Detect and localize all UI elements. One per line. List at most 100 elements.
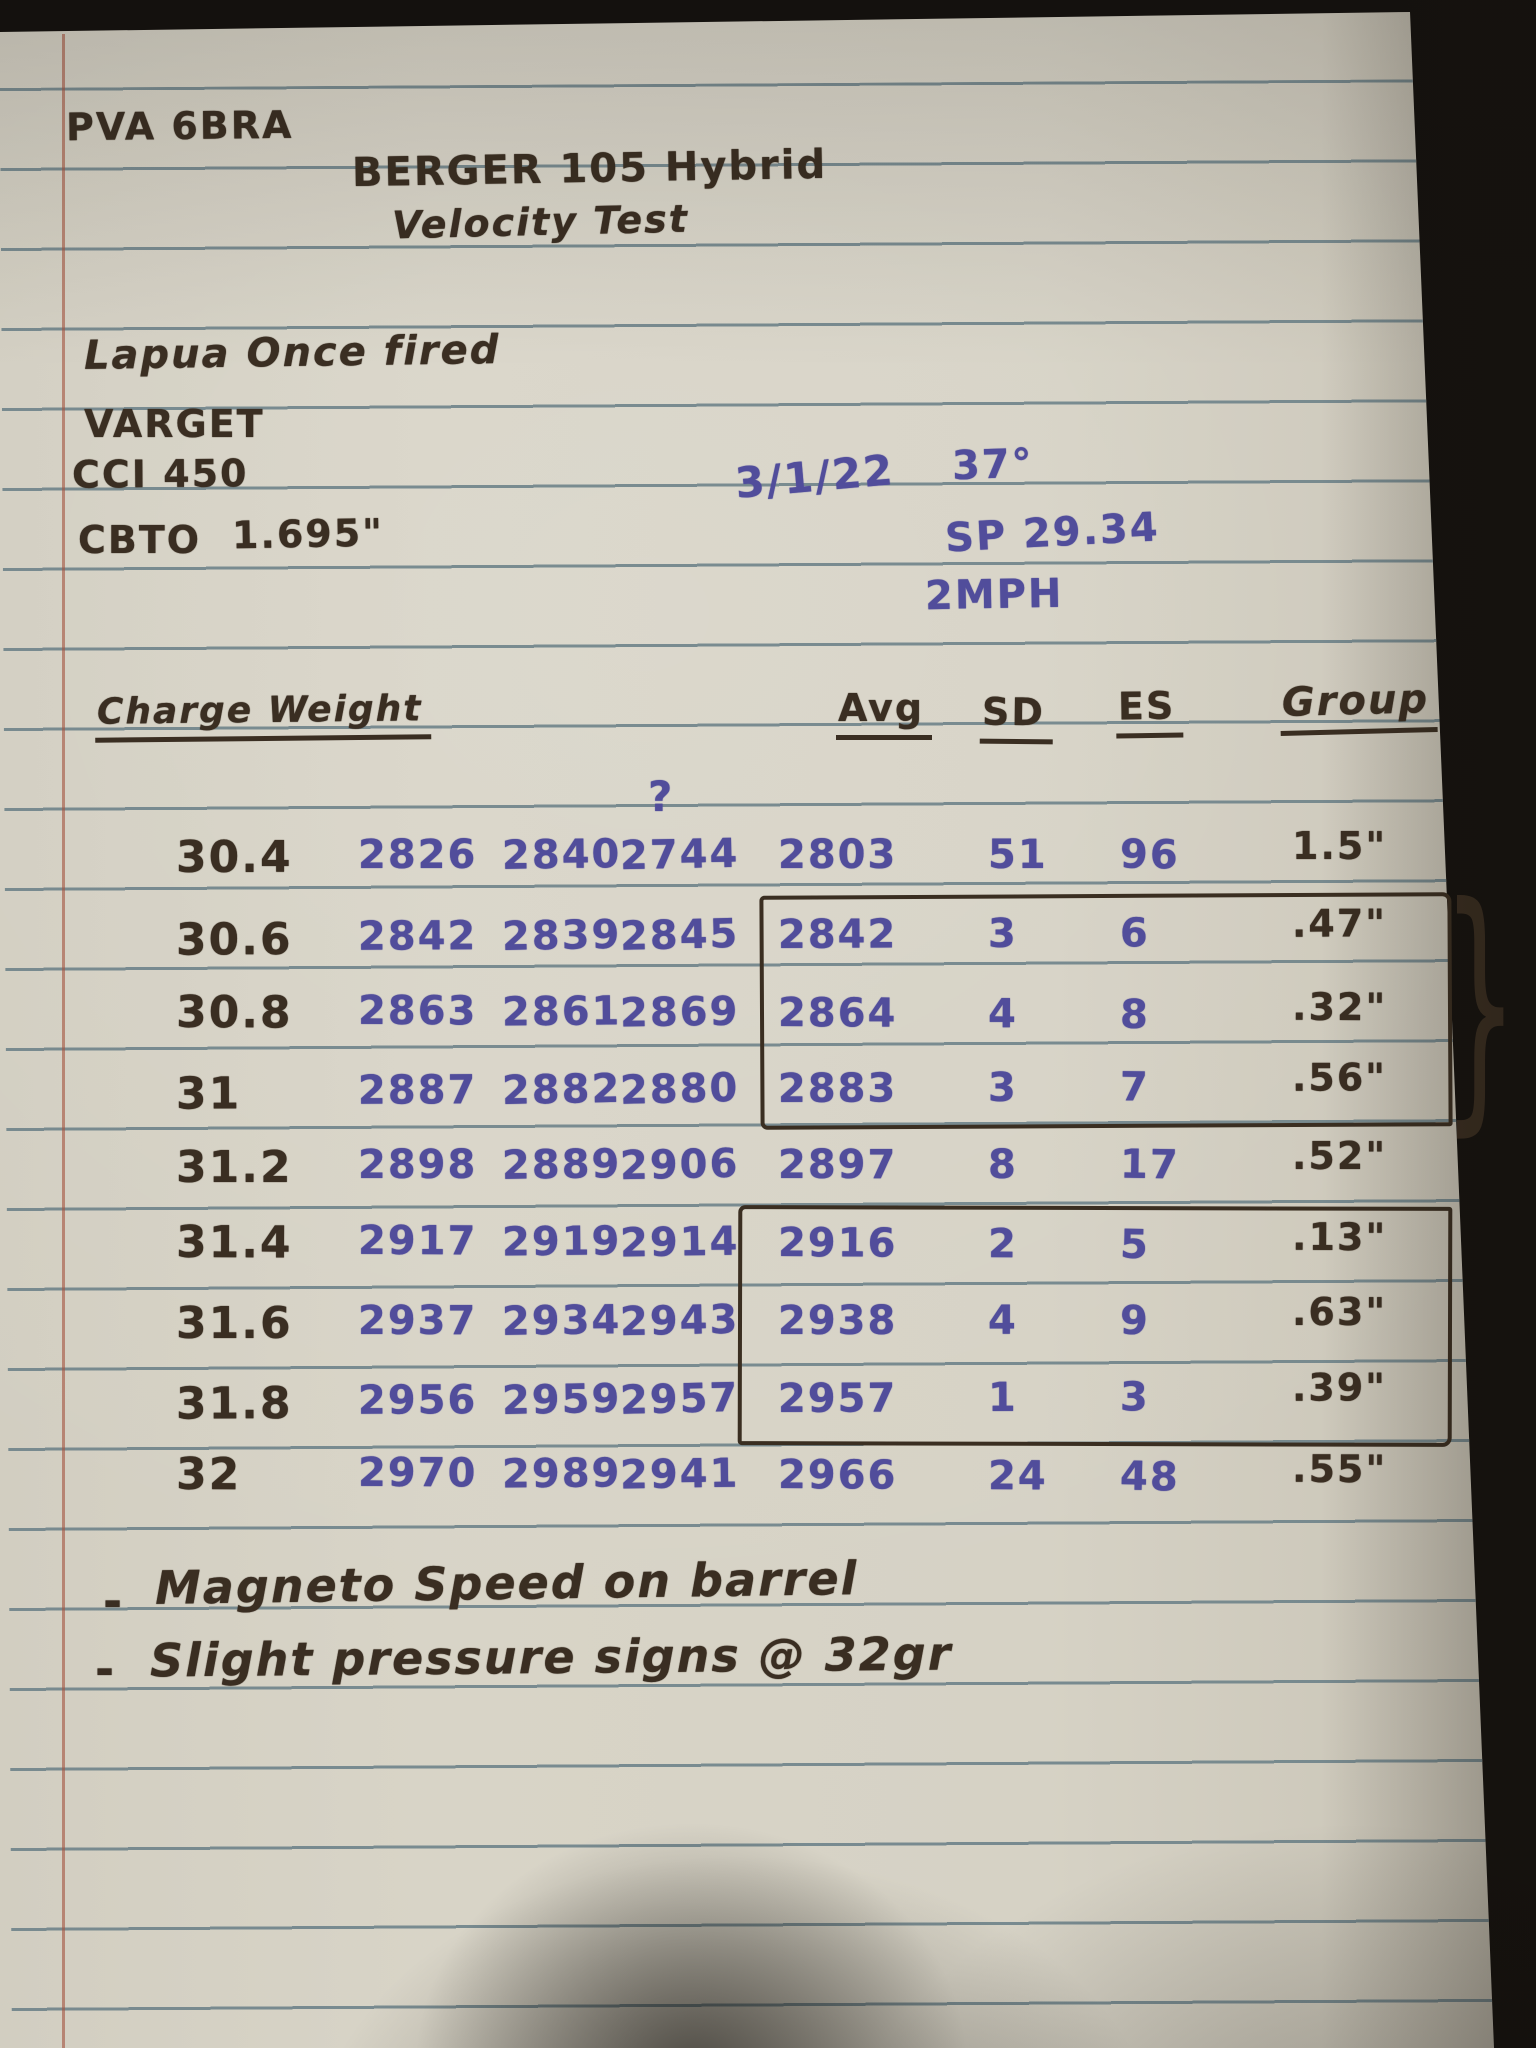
velocity-shot-2: 2989 bbox=[501, 1450, 622, 1498]
note-pressure: Slight pressure signs @ 32gr bbox=[149, 1626, 953, 1688]
average-velocity: 2966 bbox=[777, 1452, 898, 1499]
velocity-shot-1: 2917 bbox=[357, 1217, 478, 1265]
column-header-group: Group bbox=[1279, 675, 1438, 737]
group-size: .52" bbox=[1292, 1134, 1388, 1178]
group-size: 1.5" bbox=[1292, 824, 1388, 868]
standard-deviation: 8 bbox=[988, 1142, 1018, 1188]
table-row: 31.6 2937 2934 2943 2938 4 9 .63" bbox=[0, 1290, 1536, 1360]
velocity-shot-3: 2869 bbox=[619, 988, 740, 1037]
cbto-value: 1.695" bbox=[231, 510, 385, 558]
average-velocity: 2883 bbox=[777, 1065, 898, 1112]
table-row: 31 2887 2882 2880 2883 3 7 .56" bbox=[0, 1055, 1536, 1132]
charge-weight: 31.6 bbox=[176, 1298, 293, 1349]
extreme-spread: 8 bbox=[1119, 991, 1151, 1039]
extreme-spread: 48 bbox=[1119, 1453, 1181, 1501]
charge-weight: 31.8 bbox=[175, 1378, 293, 1430]
extreme-spread: 7 bbox=[1119, 1064, 1151, 1111]
velocity-shot-3: 2845 bbox=[619, 910, 740, 960]
note-magnetospeed: Magneto Speed on barrel bbox=[154, 1551, 859, 1615]
standard-deviation: 1 bbox=[987, 1374, 1018, 1422]
table-row: 31.2 2898 2889 2906 2897 8 17 .52" bbox=[0, 1134, 1536, 1204]
page-subtitle: Velocity Test bbox=[391, 196, 690, 248]
group-size: .63" bbox=[1292, 1290, 1388, 1334]
charge-weight: 30.6 bbox=[175, 914, 293, 966]
average-velocity: 2842 bbox=[777, 911, 898, 958]
column-header-avg: Avg bbox=[836, 686, 933, 740]
standard-deviation: 51 bbox=[988, 832, 1048, 878]
velocity-shot-2: 2861 bbox=[501, 988, 622, 1036]
extreme-spread: 9 bbox=[1119, 1297, 1151, 1345]
charge-weight: 31 bbox=[175, 1068, 242, 1120]
velocity-shot-1: 2956 bbox=[357, 1377, 478, 1424]
velocity-shot-1: 2898 bbox=[358, 1142, 478, 1188]
group-size: .39" bbox=[1291, 1365, 1388, 1410]
velocity-shot-1: 2937 bbox=[358, 1298, 478, 1344]
wind-speed: 2MPH bbox=[924, 570, 1064, 620]
velocity-shot-3: 2941 bbox=[619, 1450, 740, 1499]
test-date: 3/1/22 bbox=[733, 445, 897, 508]
note-bullet: - bbox=[103, 1574, 125, 1628]
standard-deviation: 4 bbox=[988, 1298, 1018, 1344]
velocity-shot-1: 2826 bbox=[358, 832, 478, 878]
velocity-shot-3: 2744 bbox=[619, 830, 740, 880]
column-header-sd: SD bbox=[979, 689, 1054, 745]
rifle-name: PVA 6BRA bbox=[65, 102, 294, 150]
standard-deviation: 2 bbox=[987, 1221, 1019, 1268]
velocity-shot-3: 2943 bbox=[619, 1296, 740, 1346]
group-size: .55" bbox=[1291, 1446, 1388, 1492]
brass-info: Lapua Once fired bbox=[83, 327, 501, 379]
cbto-label: CBTO bbox=[78, 518, 202, 562]
extreme-spread: 17 bbox=[1119, 1141, 1181, 1189]
charge-weight: 31.2 bbox=[176, 1142, 293, 1193]
velocity-shot-1: 2970 bbox=[357, 1449, 478, 1497]
group-size: .47" bbox=[1291, 901, 1388, 946]
uncertain-shot-mark: ? bbox=[648, 772, 675, 821]
average-velocity: 2864 bbox=[777, 990, 898, 1037]
table-row: 30.4 2826 2840 2744 2803 51 96 1.5" bbox=[0, 824, 1536, 894]
average-velocity: 2916 bbox=[777, 1220, 898, 1267]
note-bullet: - bbox=[95, 1642, 117, 1696]
velocity-shot-2: 2934 bbox=[501, 1297, 622, 1345]
velocity-shot-3: 2914 bbox=[619, 1218, 740, 1267]
table-row: 32 2970 2989 2941 2966 24 48 .55" bbox=[0, 1446, 1536, 1518]
velocity-shot-3: 2906 bbox=[619, 1140, 740, 1190]
standard-deviation: 3 bbox=[987, 1064, 1018, 1112]
table-row: 31.4 2917 2919 2914 2916 2 5 .13" bbox=[0, 1214, 1536, 1286]
extreme-spread: 96 bbox=[1119, 831, 1181, 879]
charge-weight: 30.4 bbox=[176, 832, 293, 883]
velocity-shot-2: 2919 bbox=[501, 1218, 622, 1266]
group-size: .56" bbox=[1291, 1055, 1388, 1100]
velocity-shot-2: 2839 bbox=[501, 911, 622, 960]
velocity-shot-2: 2840 bbox=[501, 831, 622, 879]
velocity-shot-2: 2882 bbox=[501, 1065, 622, 1114]
page-title: BERGER 105 Hybrid bbox=[351, 141, 828, 197]
average-velocity: 2938 bbox=[778, 1298, 898, 1344]
column-header-charge-weight: Charge Weight bbox=[94, 688, 431, 743]
table-row: 30.6 2842 2839 2845 2842 3 6 .47" bbox=[0, 901, 1536, 978]
standard-deviation: 3 bbox=[987, 910, 1018, 958]
column-header-es: ES bbox=[1115, 683, 1184, 739]
charge-weight: 30.8 bbox=[175, 986, 293, 1039]
table-row: 31.8 2956 2959 2957 2957 1 3 .39" bbox=[0, 1365, 1536, 1442]
extreme-spread: 5 bbox=[1119, 1221, 1151, 1269]
velocity-shot-3: 2957 bbox=[619, 1374, 740, 1424]
velocity-shot-2: 2959 bbox=[501, 1375, 622, 1424]
standard-deviation: 24 bbox=[987, 1453, 1048, 1500]
velocity-shot-1: 2863 bbox=[357, 987, 478, 1035]
velocity-shot-1: 2887 bbox=[357, 1067, 478, 1114]
extreme-spread: 6 bbox=[1119, 910, 1151, 957]
charge-weight: 32 bbox=[175, 1448, 242, 1501]
group-size: .13" bbox=[1291, 1214, 1388, 1260]
charge-weight: 31.4 bbox=[175, 1216, 293, 1269]
velocity-shot-2: 2889 bbox=[501, 1141, 622, 1189]
powder-info: VARGET bbox=[84, 402, 265, 446]
table-row: 30.8 2863 2861 2869 2864 4 8 .32" bbox=[0, 985, 1536, 1056]
temperature: 37° bbox=[951, 440, 1035, 490]
average-velocity: 2957 bbox=[777, 1375, 898, 1422]
velocity-shot-1: 2842 bbox=[357, 913, 478, 960]
extreme-spread: 3 bbox=[1119, 1374, 1151, 1421]
velocity-shot-3: 2880 bbox=[619, 1064, 740, 1114]
station-pressure: SP 29.34 bbox=[943, 504, 1161, 562]
